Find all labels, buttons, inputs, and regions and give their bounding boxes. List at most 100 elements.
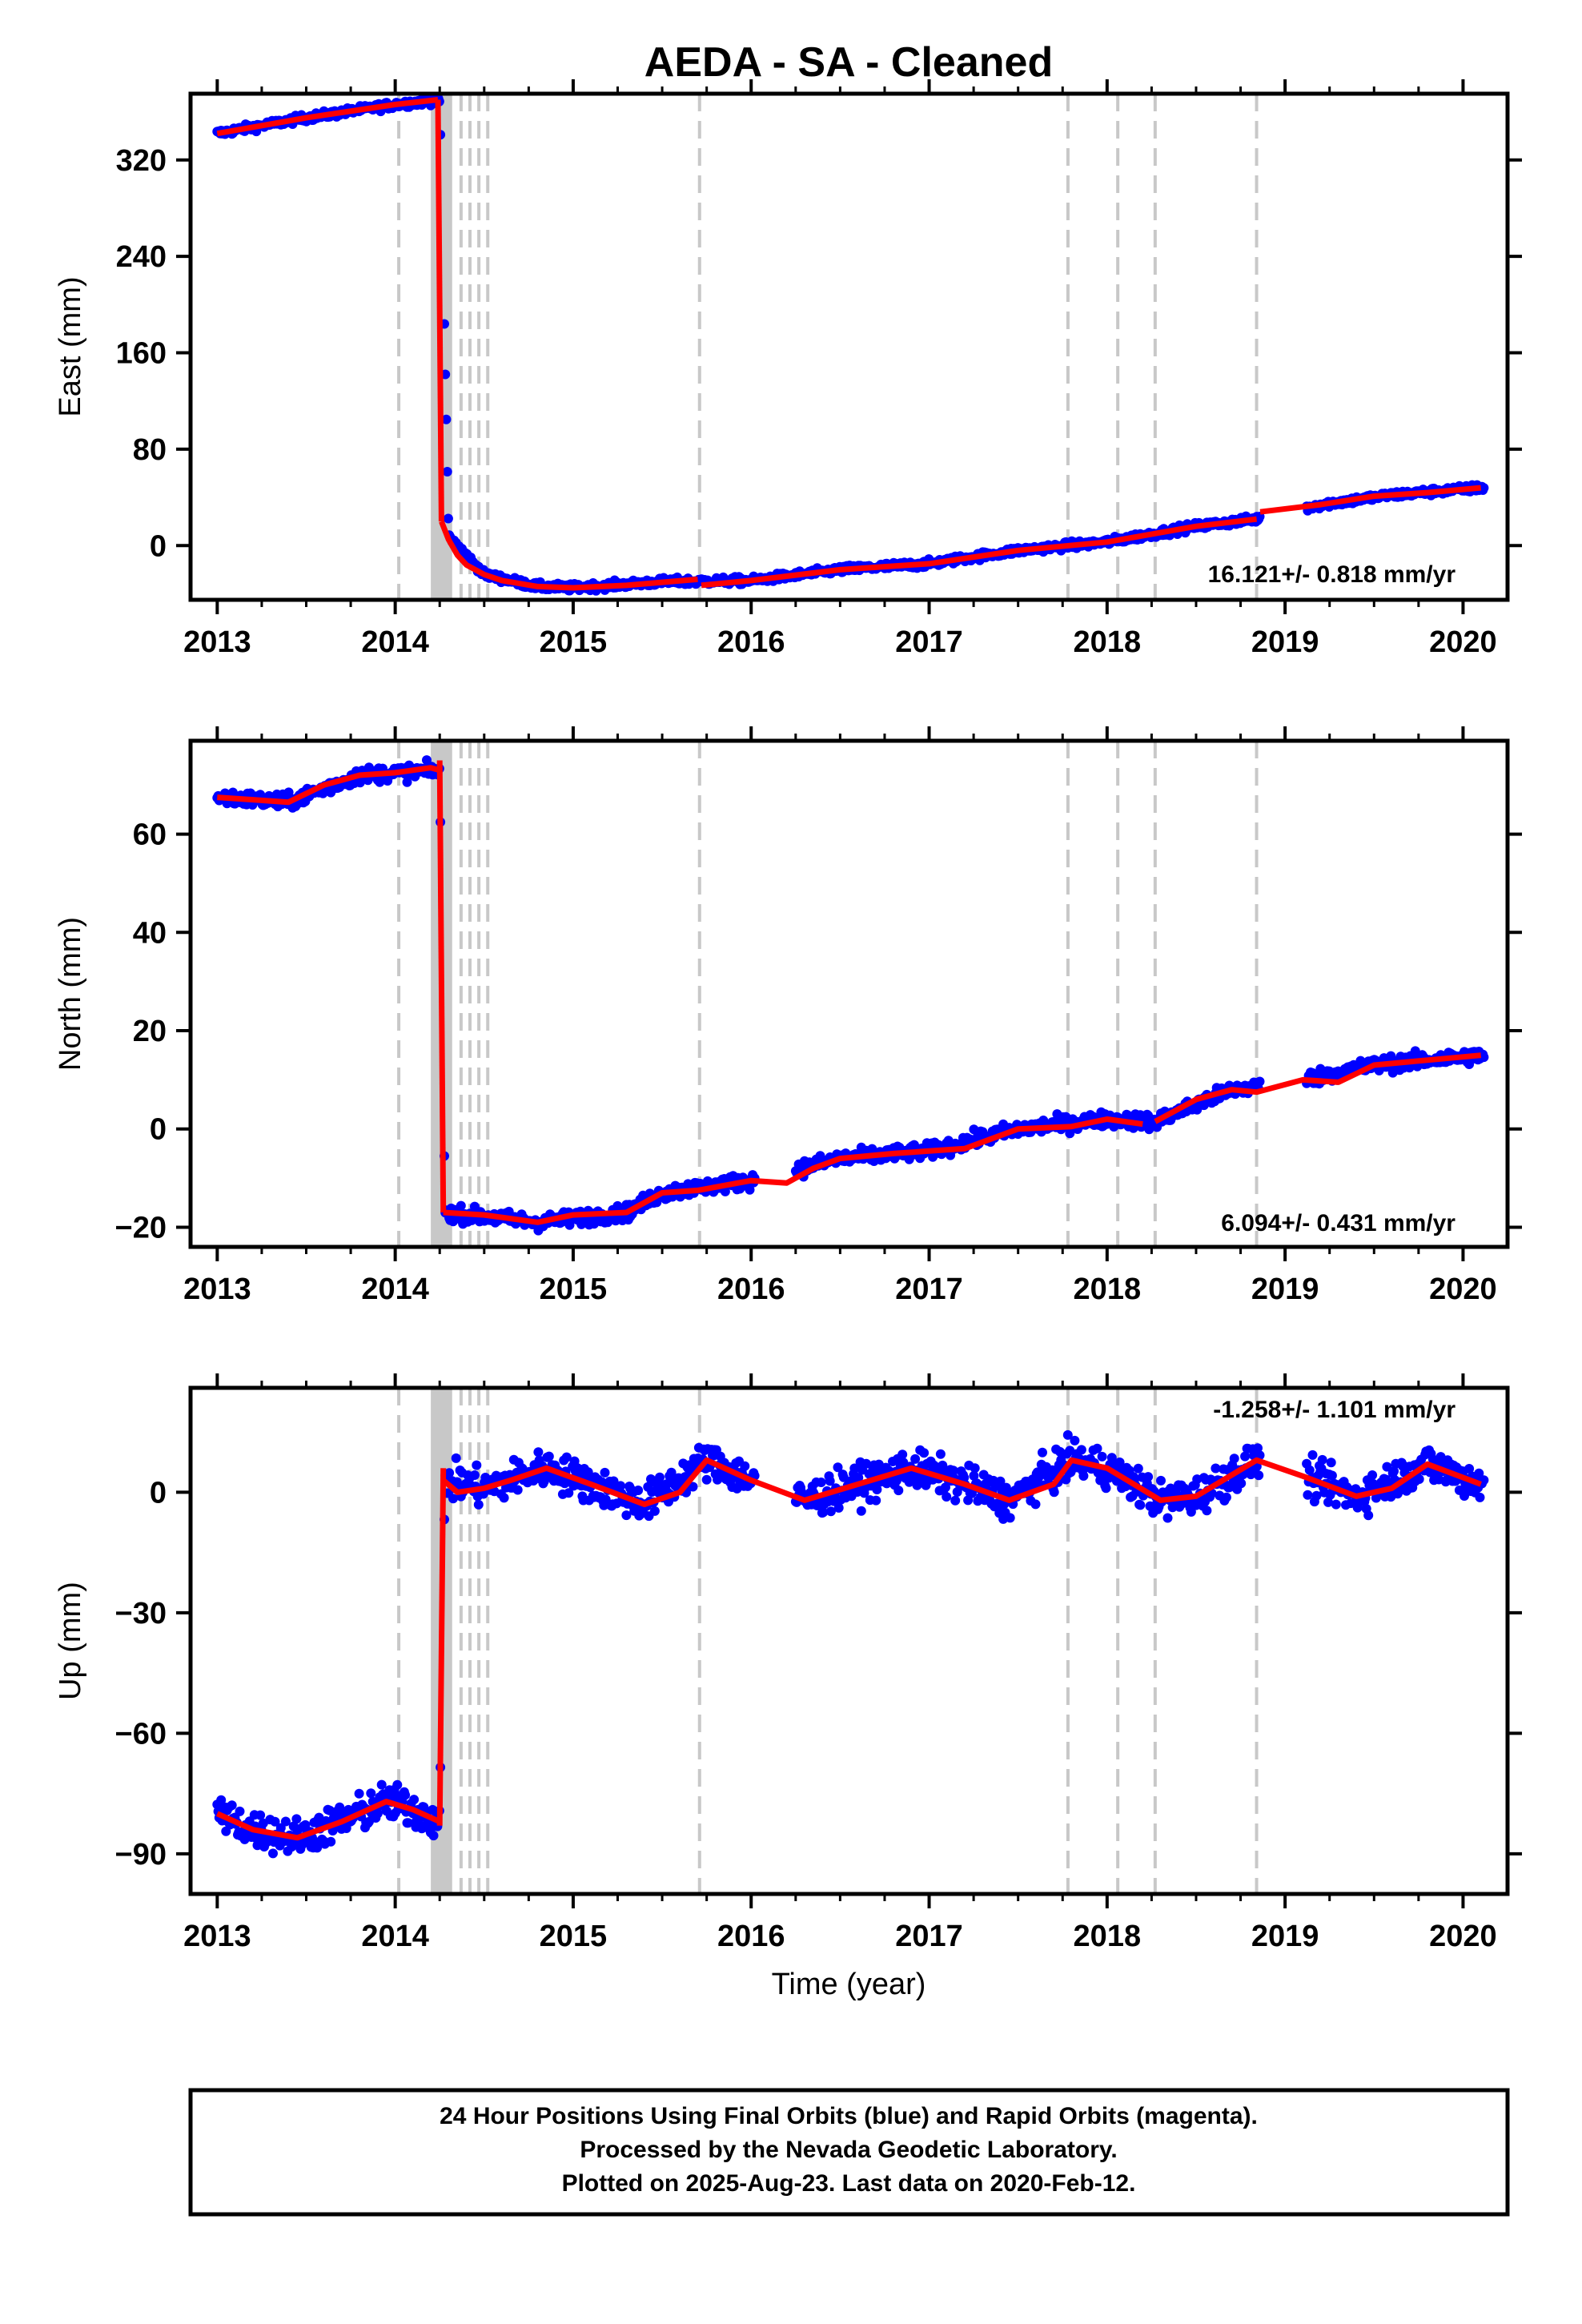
data-point <box>818 1507 829 1518</box>
x-tick-label: 2013 <box>183 625 251 659</box>
data-point <box>1253 1443 1263 1454</box>
x-tick-label: 2017 <box>895 625 963 659</box>
data-point <box>1327 1470 1337 1481</box>
x-tick-label: 2014 <box>361 625 429 659</box>
data-point <box>833 1462 843 1473</box>
caption-line-1: 24 Hour Positions Using Final Orbits (bl… <box>440 2103 1258 2129</box>
data-point <box>1326 1458 1336 1468</box>
chart-title: AEDA - SA - Cleaned <box>644 39 1053 86</box>
data-point <box>1307 1449 1318 1460</box>
data-point <box>935 1449 946 1459</box>
y-tick-label: −60 <box>115 1717 167 1751</box>
data-point <box>376 1779 387 1790</box>
x-tick-label: 2020 <box>1429 1920 1497 1953</box>
data-point <box>1106 1453 1117 1463</box>
model-fit-line <box>443 1116 1143 1225</box>
data-point <box>1254 1470 1264 1481</box>
data-point <box>856 1506 866 1516</box>
x-tick-label: 2016 <box>717 1273 785 1306</box>
data-point <box>1304 1465 1315 1475</box>
data-point <box>963 1495 974 1506</box>
panel-north: 2013 2014 2015 2016 2017 2018 2019 2020 −20 0 20 40… <box>54 726 1522 1306</box>
panels: 2013 2014 2015 2016 2017 2018 2019 2020 0 80 160 24… <box>54 79 1522 1953</box>
x-tick-label: 2020 <box>1429 1273 1497 1306</box>
y-axis-label: Up (mm) <box>54 1582 87 1700</box>
plot-area <box>212 741 1489 1247</box>
x-tick-label: 2019 <box>1251 625 1319 659</box>
data-point <box>280 1816 291 1827</box>
x-tick-label: 2016 <box>717 625 785 659</box>
data-point <box>1255 1076 1265 1087</box>
data-point <box>633 1486 644 1495</box>
data-point <box>400 1790 411 1800</box>
data-point <box>941 1482 950 1493</box>
data-point <box>227 1800 237 1811</box>
data-point <box>448 1494 458 1504</box>
y-tick-label: 160 <box>116 337 167 371</box>
data-point <box>816 1478 826 1487</box>
x-tick-label: 2018 <box>1074 625 1142 659</box>
data-point <box>451 1453 461 1463</box>
data-point <box>270 1816 280 1827</box>
data-point <box>825 1476 835 1486</box>
data-point <box>853 1473 864 1483</box>
data-point <box>745 1184 755 1195</box>
model-fit-line <box>435 99 444 522</box>
model-fit-line <box>217 765 441 806</box>
data-point <box>544 1451 554 1462</box>
data-points <box>212 755 1489 1236</box>
data-point <box>825 1506 836 1517</box>
data-point <box>1143 1472 1154 1482</box>
data-point <box>469 1470 480 1480</box>
data-point <box>354 1788 364 1799</box>
x-tick-label: 2016 <box>717 1920 785 1953</box>
y-tick-label: 0 <box>150 529 167 563</box>
panel-up: 2013 2014 2015 2016 2017 2018 2019 2020 −90 −60 −3… <box>54 1373 1522 1953</box>
data-point <box>1479 1052 1489 1063</box>
data-point <box>268 1848 278 1859</box>
y-tick-label: 320 <box>116 144 167 178</box>
y-axis-label: East (mm) <box>54 276 87 416</box>
caption-box <box>188 2088 1510 2217</box>
data-point <box>312 1843 323 1853</box>
x-tick-label: 2013 <box>183 1273 251 1306</box>
data-points <box>212 1429 1489 1859</box>
data-point <box>1363 1510 1374 1521</box>
plot-area <box>212 1388 1489 1894</box>
data-point <box>1474 1468 1484 1478</box>
data-point <box>995 1476 1006 1486</box>
y-tick-label: 20 <box>133 1015 167 1048</box>
y-tick-label: 40 <box>133 916 167 950</box>
x-tick-label: 2020 <box>1429 625 1497 659</box>
data-point <box>441 414 452 424</box>
data-point <box>1382 1462 1392 1472</box>
model-fit-line <box>215 1799 441 1841</box>
data-point <box>1005 1513 1015 1523</box>
data-point <box>442 467 452 476</box>
x-tick-label: 2015 <box>540 1920 608 1953</box>
data-point <box>871 1495 881 1506</box>
data-point <box>1311 1490 1322 1501</box>
data-point <box>969 1470 979 1481</box>
y-tick-label: −30 <box>115 1597 167 1630</box>
data-point <box>392 1779 403 1790</box>
data-point <box>970 1463 980 1474</box>
y-tick-label: 80 <box>133 433 167 467</box>
data-point <box>942 1492 952 1502</box>
plot-area <box>212 94 1489 600</box>
data-point <box>1076 1445 1086 1455</box>
data-point <box>512 1485 523 1495</box>
data-point <box>950 1495 961 1506</box>
data-point <box>1317 1454 1327 1465</box>
data-point <box>616 1481 626 1491</box>
data-point <box>1156 1475 1166 1486</box>
caption-line-3: Plotted on 2025-Aug-23. Last data on 202… <box>562 2170 1136 2197</box>
data-point <box>1049 1487 1059 1498</box>
model-fit-line <box>436 1468 447 1826</box>
data-point <box>1062 1429 1073 1440</box>
data-point <box>583 1467 593 1478</box>
data-point <box>1030 1499 1041 1510</box>
data-points <box>212 94 1489 596</box>
data-point <box>443 513 453 524</box>
